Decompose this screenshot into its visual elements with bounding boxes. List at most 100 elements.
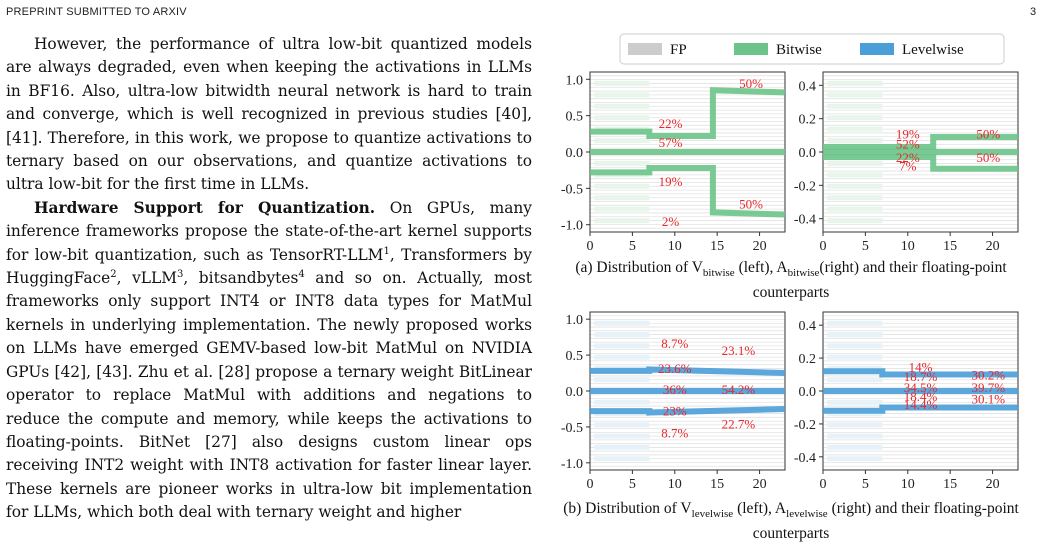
y-tick-label: 0.0 — [799, 385, 817, 400]
x-tick-label: 20 — [986, 239, 1000, 254]
x-tick-label: 0 — [820, 477, 827, 492]
series-line — [823, 368, 1018, 378]
y-tick-label: 0.5 — [566, 110, 584, 125]
paragraph-2-text-5: and so on. Actually, most frameworks onl… — [6, 269, 532, 522]
percent-label: 22% — [896, 150, 920, 165]
percent-label: 39.7% — [972, 380, 1006, 395]
caption-a-post: (right) and their floating-point counter… — [752, 259, 1007, 302]
page-number: 3 — [1030, 6, 1037, 18]
x-tick-label: 15 — [710, 239, 724, 254]
x-tick-label: 15 — [943, 477, 957, 492]
percent-label: 54.2% — [722, 382, 756, 397]
caption-b-sub-1: levelwise — [691, 508, 734, 521]
x-tick-label: 15 — [943, 239, 957, 254]
percent-label: 23.6% — [658, 361, 692, 376]
y-tick-label: -1.0 — [561, 219, 583, 234]
percent-label: 8.7% — [661, 426, 688, 441]
caption-b: (b) Distribution of Vlevelwise (left), A… — [544, 499, 1038, 544]
footnote-ref-1: 1 — [383, 245, 390, 257]
y-tick-label: -0.5 — [561, 421, 583, 436]
x-tick-label: 10 — [668, 477, 682, 492]
x-tick-label: 0 — [587, 477, 594, 492]
y-tick-label: 0.0 — [566, 385, 584, 400]
percent-label: 22% — [659, 116, 683, 131]
y-tick-label: 0.2 — [799, 113, 817, 128]
y-tick-label: -0.5 — [561, 182, 583, 197]
paragraph-1: However, the performance of ultra low-bi… — [6, 35, 532, 194]
y-tick-label: 1.0 — [566, 73, 584, 88]
x-tick-label: 15 — [710, 477, 724, 492]
legend-label-bitwise: Bitwise — [776, 42, 822, 58]
x-tick-label: 5 — [862, 477, 869, 492]
y-tick-label: 0.5 — [566, 349, 584, 364]
series-line — [590, 406, 786, 416]
x-tick-label: 20 — [753, 239, 767, 254]
y-tick-label: -0.2 — [794, 179, 816, 194]
percent-label: 8.7% — [661, 336, 688, 351]
percent-label: 50% — [976, 127, 1000, 142]
running-header: PREPRINT SUBMITTED TO ARXIV — [6, 6, 187, 18]
series-line — [590, 165, 786, 218]
y-tick-label: 0.0 — [799, 146, 817, 161]
series-line — [590, 366, 786, 376]
chart-b-left: 1.0 0.5 0.0 -0.5 -1.0 0 5 10 15 20 8.7% 23.1% 23.6% 3… — [561, 311, 786, 492]
percent-label: 19% — [659, 174, 683, 189]
x-tick-label: 10 — [668, 239, 682, 254]
body-text-column: However, the performance of ultra low-bi… — [6, 33, 532, 525]
caption-a: (a) Distribution of Vbitwise (left), Abi… — [544, 258, 1038, 303]
percent-label: 23% — [663, 403, 687, 418]
series-line — [590, 87, 786, 139]
x-tick-label: 0 — [587, 239, 594, 254]
y-tick-label: 0.4 — [799, 79, 817, 94]
footnote-ref-4: 4 — [298, 268, 305, 280]
x-tick-label: 10 — [901, 477, 915, 492]
legend-swatch-fp — [628, 43, 662, 55]
percent-label: 19% — [896, 127, 920, 142]
x-tick-label: 0 — [820, 239, 827, 254]
percent-label: 52% — [896, 137, 920, 152]
percent-label: 34.5% — [904, 380, 938, 395]
y-tick-label: -0.2 — [794, 418, 816, 433]
legend-label-fp: FP — [670, 42, 687, 58]
series-line — [823, 134, 1018, 150]
y-tick-label: -0.4 — [794, 213, 816, 228]
y-tick-label: 0.4 — [799, 319, 817, 334]
legend-frame — [619, 33, 1005, 65]
caption-a-sub-2: bitwise — [787, 267, 820, 280]
percent-label: 7% — [899, 158, 917, 173]
caption-a-sub-1: bitwise — [702, 267, 735, 280]
caption-a-mid: (left), A — [734, 259, 788, 276]
percent-label: 14.4% — [904, 397, 938, 412]
legend-label-levelwise: Levelwise — [902, 42, 964, 58]
chart-a-left: 1.0 0.5 0.0 -0.5 -1.0 0 5 10 15 20 22% 50% 57% 19% 50%… — [561, 71, 786, 254]
percent-label: 23.1% — [722, 343, 756, 358]
caption-b-mid: (left), A — [733, 500, 787, 517]
y-tick-label: -0.4 — [794, 451, 816, 466]
paragraph-2-text-1: On GPUs, many inference frameworks propo… — [6, 198, 532, 264]
footnote-ref-2: 2 — [110, 268, 117, 280]
percent-label: 57% — [659, 135, 683, 150]
caption-b-sub-2: levelwise — [786, 508, 828, 521]
footnote-ref-3: 3 — [176, 268, 184, 280]
paragraph-2-heading: Hardware Support for Quantization. — [34, 198, 376, 217]
percent-label: 50% — [739, 197, 763, 212]
paragraph-2-text-2: , Transformers by HuggingFace — [6, 245, 532, 288]
x-tick-label: 10 — [901, 239, 915, 254]
chart-panels: 1.00.50.0-0.5-1.00 5 10 15 2022%50%57%19%50%… — [561, 71, 1019, 492]
chart-b-right: 0.4 0.2 0.0 -0.2 -0.4 0 5 10 15 20 14%18.7% 30.2% 34… — [794, 311, 1019, 492]
y-tick-label: -1.0 — [561, 457, 583, 472]
fp-background — [590, 315, 785, 467]
paragraph-2-text-3: , vLLM — [116, 269, 177, 288]
legend-swatch-levelwise — [860, 43, 894, 55]
y-tick-label: 0.2 — [799, 352, 817, 367]
chart-a-right: 0.4 0.2 0.0 -0.2 -0.4 0 5 10 15 20 19% 50% 52%22% 50%… — [794, 71, 1019, 254]
percent-label: 2% — [662, 214, 680, 229]
percent-label: 30.1% — [972, 391, 1006, 406]
percent-label: 30.2% — [972, 367, 1006, 382]
percent-label: 18.7% — [904, 369, 938, 384]
x-tick-label: 20 — [753, 477, 767, 492]
percent-label: 18.4% — [904, 389, 938, 404]
x-tick-label: 5 — [862, 239, 869, 254]
